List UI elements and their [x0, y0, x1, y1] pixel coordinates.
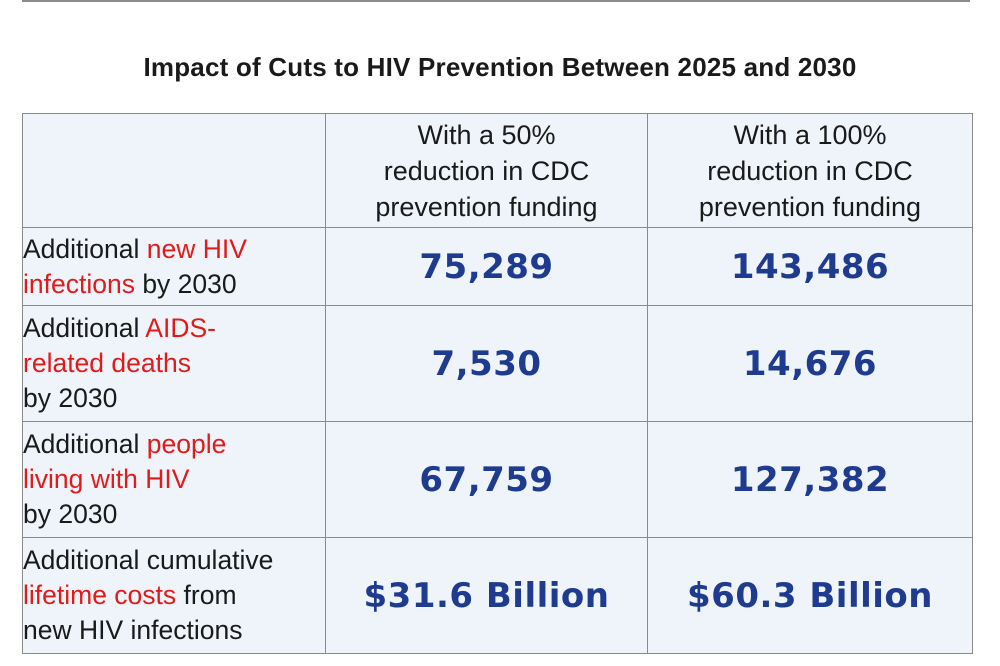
row-label-line: Additional cumulative: [23, 543, 325, 578]
value-cell: 7,530: [325, 305, 648, 422]
highlighted-text: people: [146, 429, 227, 459]
row-label-lifetime-costs: Additional cumulative lifetime costs from…: [22, 537, 326, 654]
row-label-new-infections: Additional new HIV infections by 2030: [22, 227, 326, 306]
row-label-line: related deaths: [23, 346, 325, 381]
table-header-row: With a 50% reduction in CDC prevention f…: [22, 113, 973, 228]
header-corner-cell: [22, 113, 326, 228]
row-label-line: Additional new HIV: [23, 232, 325, 267]
highlighted-text: new HIV: [146, 233, 247, 264]
table-title: Impact of Cuts to HIV Prevention Between…: [143, 52, 857, 82]
label-text: Additional: [23, 429, 147, 459]
highlighted-text: infections: [23, 268, 135, 299]
column-header-line: reduction in CDC: [707, 155, 913, 186]
column-header-50-percent: With a 50% reduction in CDC prevention f…: [325, 113, 648, 228]
label-text: Additional: [23, 313, 146, 343]
label-text: from: [176, 580, 237, 610]
label-text: by 2030: [23, 499, 118, 529]
table-row: Additional new HIV infections by 2030 75,…: [22, 227, 973, 306]
row-label-line: Additional people: [23, 427, 325, 462]
row-label-line: infections by 2030: [23, 267, 325, 302]
impact-table: With a 50% reduction in CDC prevention f…: [22, 113, 973, 654]
label-text: by 2030: [23, 383, 118, 413]
column-header-line: With a 100%: [733, 119, 887, 150]
value-cell: 67,759: [325, 421, 648, 538]
row-label-line: new HIV infections: [23, 613, 325, 648]
label-text: Additional: [23, 233, 147, 264]
value-cell: 143,486: [647, 227, 973, 306]
value-cell: 14,676: [647, 305, 973, 422]
highlighted-text: living with HIV: [23, 464, 190, 494]
label-text: new HIV infections: [23, 615, 243, 645]
column-header-line: With a 50%: [417, 119, 556, 150]
column-header-100-percent: With a 100% reduction in CDC prevention …: [647, 113, 973, 228]
column-header-line: prevention funding: [375, 191, 598, 222]
table-row: Additional cumulative lifetime costs from…: [22, 537, 973, 654]
row-label-line: lifetime costs from: [23, 578, 325, 613]
value-cell: 75,289: [325, 227, 648, 306]
row-label-line: by 2030: [23, 381, 325, 416]
top-divider: [22, 0, 970, 2]
row-label-line: Additional AIDS-: [23, 311, 325, 346]
row-label-line: living with HIV: [23, 462, 325, 497]
label-text: Additional cumulative: [23, 545, 274, 575]
row-label-people-living: Additional people living with HIV by 2030: [22, 421, 326, 538]
value-cell: $60.3 Billion: [647, 537, 973, 654]
row-label-aids-deaths: Additional AIDS-related deaths by 2030: [22, 305, 326, 422]
table-row: Additional people living with HIV by 2030 …: [22, 421, 973, 538]
value-cell: $31.6 Billion: [325, 537, 648, 654]
highlighted-text: lifetime costs: [23, 580, 177, 610]
highlighted-text: related deaths: [23, 348, 191, 378]
column-header-line: prevention funding: [698, 191, 922, 222]
label-text: by 2030: [134, 268, 237, 299]
highlighted-text: AIDS-: [145, 313, 216, 343]
value-cell: 127,382: [647, 421, 973, 538]
column-header-line: reduction in CDC: [383, 155, 590, 186]
row-label-line: by 2030: [23, 497, 325, 532]
table-row: Additional AIDS-related deaths by 2030 7,…: [22, 305, 973, 422]
